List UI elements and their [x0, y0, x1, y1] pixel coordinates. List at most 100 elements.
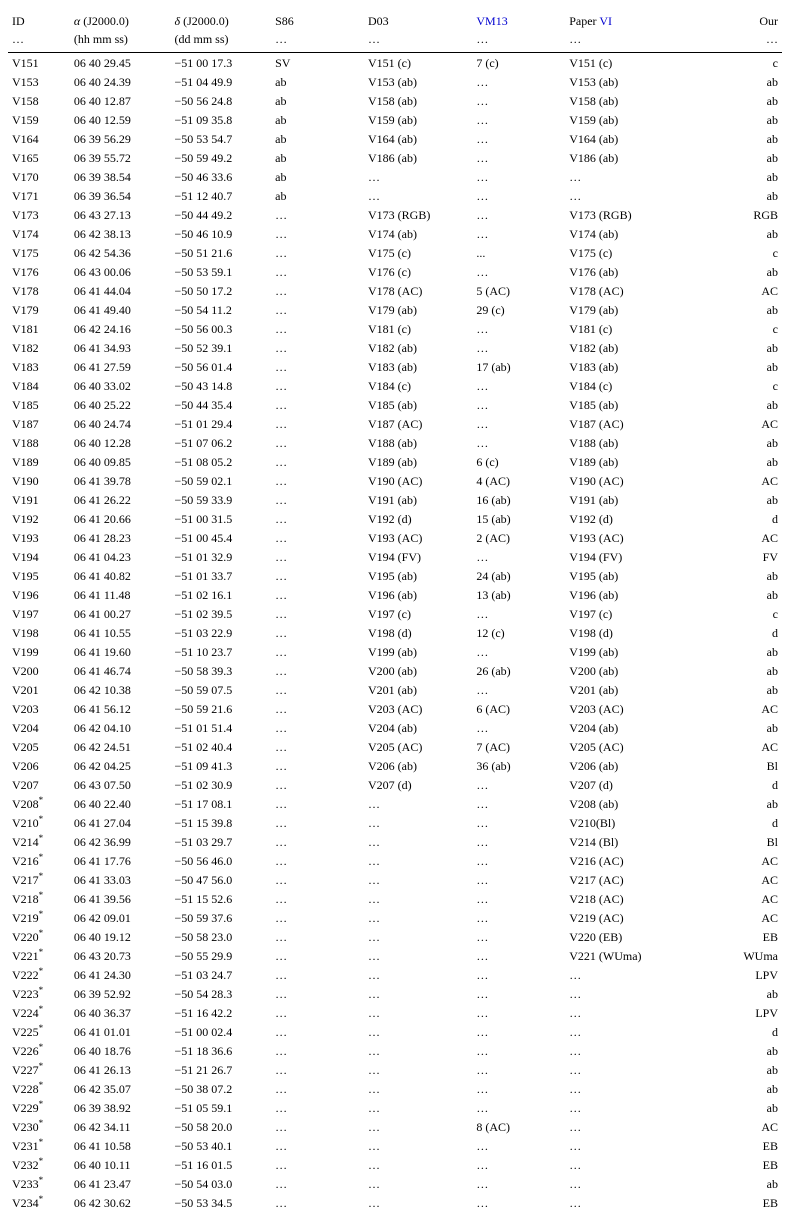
cell: −50 51 21.6 [171, 243, 272, 262]
cell: … [364, 927, 472, 946]
cell: … [271, 395, 364, 414]
cell: 06 39 56.29 [70, 129, 171, 148]
cell: 06 39 52.92 [70, 984, 171, 1003]
col-header-1: α (J2000.0) [70, 10, 171, 30]
cell: … [271, 319, 364, 338]
cell: V184 (c) [364, 376, 472, 395]
cell: … [472, 813, 565, 832]
cell: V199 (ab) [364, 642, 472, 661]
cell: V219 (AC) [565, 908, 704, 927]
cell: ab [705, 642, 782, 661]
table-row: V17506 42 54.36−50 51 21.6…V175 (c)...V1… [8, 243, 782, 262]
cell: … [472, 946, 565, 965]
cell: −51 01 33.7 [171, 566, 272, 585]
cell: V207 (d) [565, 775, 704, 794]
table-row: V19406 41 04.23−51 01 32.9…V194 (FV)…V19… [8, 547, 782, 566]
cell: … [364, 889, 472, 908]
cell: c [705, 53, 782, 73]
cell: 06 43 20.73 [70, 946, 171, 965]
cell: V188 (ab) [565, 433, 704, 452]
col-header-3: S86 [271, 10, 364, 30]
cell: V183 [8, 357, 70, 376]
cell: … [472, 908, 565, 927]
cell: V173 (RGB) [364, 205, 472, 224]
table-row: V18806 40 12.28−51 07 06.2…V188 (ab)…V18… [8, 433, 782, 452]
cell: V200 [8, 661, 70, 680]
cell: ab [705, 1041, 782, 1060]
cell: 06 43 07.50 [70, 775, 171, 794]
cell: 06 40 25.22 [70, 395, 171, 414]
table-row: V15806 40 12.87−50 56 24.8abV158 (ab)…V1… [8, 91, 782, 110]
cell: V197 [8, 604, 70, 623]
cell: −51 00 17.3 [171, 53, 272, 73]
col-subheader-3: … [271, 30, 364, 53]
cell: V221* [8, 946, 70, 965]
col-subheader-4: … [364, 30, 472, 53]
cell: V191 (ab) [364, 490, 472, 509]
cell: … [565, 1003, 704, 1022]
cell: 06 40 12.28 [70, 433, 171, 452]
table-row: V18206 41 34.93−50 52 39.1…V182 (ab)…V18… [8, 338, 782, 357]
cell: 06 40 18.76 [70, 1041, 171, 1060]
cell: … [472, 319, 565, 338]
cell: 06 41 19.60 [70, 642, 171, 661]
cell: V195 (ab) [364, 566, 472, 585]
cell: 6 (c) [472, 452, 565, 471]
cell: … [472, 186, 565, 205]
cell: 12 (c) [472, 623, 565, 642]
cell: AC [705, 908, 782, 927]
cell: V206 (ab) [364, 756, 472, 775]
col-header-0: ID [8, 10, 70, 30]
cell: V222* [8, 965, 70, 984]
cell: … [472, 414, 565, 433]
cell: … [271, 851, 364, 870]
cell: EB [705, 1155, 782, 1174]
cell: … [472, 72, 565, 91]
table-row: V20106 42 10.38−50 59 07.5…V201 (ab)…V20… [8, 680, 782, 699]
cell: V218 (AC) [565, 889, 704, 908]
cell: V153 (ab) [364, 72, 472, 91]
cell: V158 (ab) [364, 91, 472, 110]
cell: Bl [705, 832, 782, 851]
cell: … [271, 870, 364, 889]
cell: V217 (AC) [565, 870, 704, 889]
cell: ab [705, 585, 782, 604]
cell: … [271, 1174, 364, 1193]
cell: … [472, 1136, 565, 1155]
cell: … [472, 262, 565, 281]
cell: 06 40 12.87 [70, 91, 171, 110]
table-row: V18706 40 24.74−51 01 29.4…V187 (AC)…V18… [8, 414, 782, 433]
cell: V158 [8, 91, 70, 110]
cell: ab [271, 110, 364, 129]
cell: −51 16 01.5 [171, 1155, 272, 1174]
cell: V226* [8, 1041, 70, 1060]
cell: V199 (ab) [565, 642, 704, 661]
cell: … [364, 1060, 472, 1079]
table-row: V19706 41 00.27−51 02 39.5…V197 (c)…V197… [8, 604, 782, 623]
table-row: V18306 41 27.59−50 56 01.4…V183 (ab)17 (… [8, 357, 782, 376]
cell: 06 42 04.10 [70, 718, 171, 737]
cell: … [565, 1193, 704, 1212]
cell: … [271, 965, 364, 984]
cell: 06 40 09.85 [70, 452, 171, 471]
cell: … [271, 509, 364, 528]
ref-link[interactable]: VI [599, 14, 612, 28]
ref-link[interactable]: VM13 [476, 14, 507, 28]
cell: V231* [8, 1136, 70, 1155]
cell: 06 41 27.04 [70, 813, 171, 832]
cell: AC [705, 471, 782, 490]
cell: V221 (WUma) [565, 946, 704, 965]
cell: d [705, 623, 782, 642]
table-row: V220*06 40 19.12−50 58 23.0………V220 (EB)E… [8, 927, 782, 946]
cell: … [565, 1041, 704, 1060]
cell: V204 (ab) [565, 718, 704, 737]
cell: … [271, 699, 364, 718]
cell: 8 (AC) [472, 1117, 565, 1136]
cell: −50 46 33.6 [171, 167, 272, 186]
cell: … [472, 832, 565, 851]
cell: … [472, 224, 565, 243]
cell: … [364, 984, 472, 1003]
cell: … [271, 1022, 364, 1041]
cell: 06 41 40.82 [70, 566, 171, 585]
cell: −50 53 34.5 [171, 1193, 272, 1212]
